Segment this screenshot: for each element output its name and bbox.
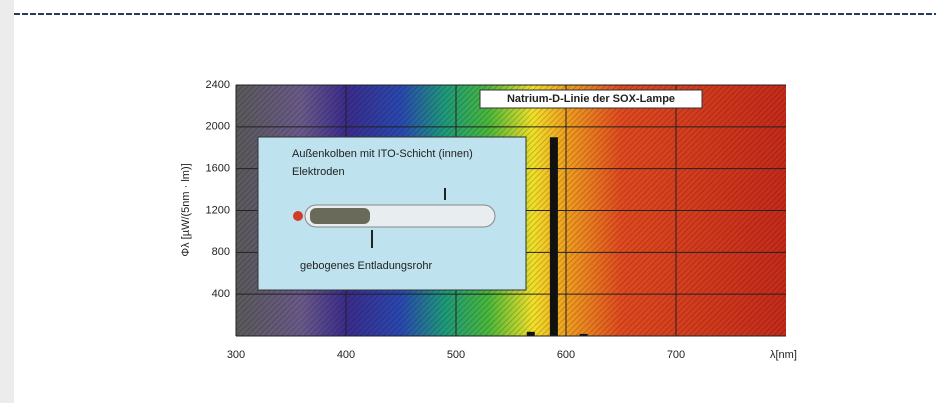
y-tick-label: 400 [212, 288, 230, 300]
bar [527, 332, 535, 336]
annotation: Außenkolben mit ITO-Schicht (innen) [292, 148, 473, 160]
chart: Außenkolben mit ITO-Schicht (innen) Elek… [0, 0, 936, 403]
y-axis-label: Φλ [µW/(5nm · lm)] [180, 163, 192, 256]
y-tick-label: 800 [212, 246, 230, 258]
x-axis-label: λ[nm] [770, 349, 797, 361]
bar [550, 137, 558, 336]
annotation: Elektroden [292, 166, 345, 178]
chart-title: Natrium-D-Linie der SOX-Lampe [507, 93, 675, 105]
x-tick-label: 400 [337, 349, 355, 361]
y-tick-label: 2400 [206, 79, 230, 91]
annotation: gebogenes Entladungsrohr [300, 260, 432, 272]
x-tick-label: 500 [447, 349, 465, 361]
y-tick-label: 1200 [206, 204, 230, 216]
lamp-tip [293, 211, 303, 221]
x-tick-label: 600 [557, 349, 575, 361]
x-tick-label: 700 [667, 349, 685, 361]
page: {"chart_data": {"type": "bar", "title": … [0, 0, 936, 403]
page-edge [0, 0, 14, 403]
x-tick-label: 300 [227, 349, 245, 361]
y-tick-label: 2000 [206, 121, 230, 133]
y-tick-label: 1600 [206, 163, 230, 175]
lamp-base [310, 208, 370, 224]
